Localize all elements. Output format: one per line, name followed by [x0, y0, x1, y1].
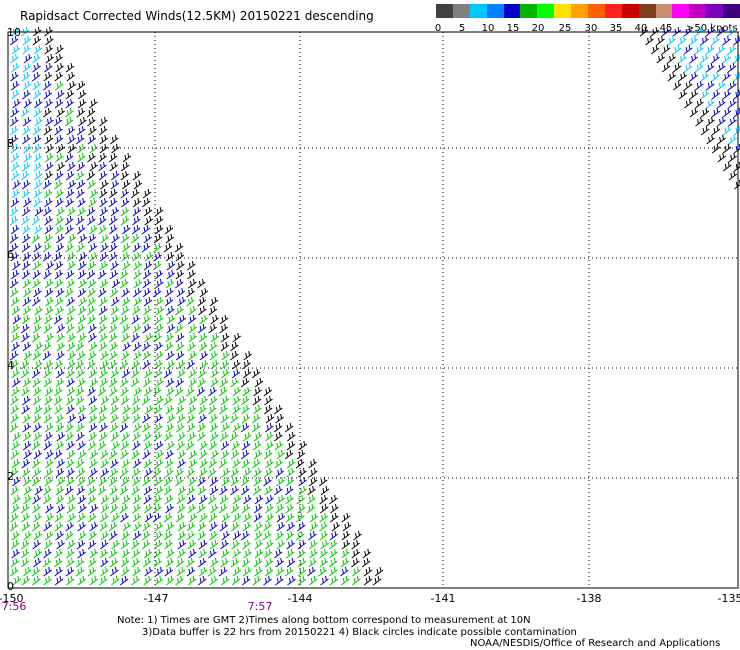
legend-swatch — [689, 4, 707, 18]
legend-swatch — [604, 4, 623, 18]
lon-tick-150: -150 — [0, 592, 24, 605]
legend-swatch — [469, 4, 488, 18]
map-frame — [7, 31, 739, 589]
lat-tick-8: 8 — [7, 137, 14, 150]
time-label-757: 7:57 — [247, 600, 273, 613]
legend-unit-label: >50 knots — [686, 23, 738, 34]
legend-swatch — [436, 4, 454, 18]
legend-swatch — [486, 4, 505, 18]
wind-barbs — [9, 26, 740, 586]
legend-label-5: 5 — [458, 23, 466, 34]
map-title: Rapidsact Corrected Winds(12.5KM) 201502… — [20, 9, 374, 23]
time-label-756: 7:56 — [1, 600, 27, 613]
legend-label-15: 15 — [506, 23, 520, 34]
legend-label-35: 35 — [609, 23, 623, 34]
legend-swatch — [638, 4, 657, 18]
note-line-2: 3)Data buffer is 22 hrs from 20150221 4)… — [142, 627, 577, 638]
legend-label-20: 20 — [531, 23, 545, 34]
lat-tick-0: 0 — [7, 580, 14, 593]
legend-swatch — [554, 4, 572, 18]
lon-tick-147: -147 — [143, 592, 169, 605]
lat-tick-6: 6 — [7, 248, 14, 261]
credit-line: NOAA/NESDIS/Office of Research and Appli… — [470, 638, 721, 649]
legend-swatch — [655, 4, 673, 18]
note-line-1: Note: 1) Times are GMT 2)Times along bot… — [117, 615, 531, 626]
lon-tick-135: -135 — [717, 592, 740, 605]
lat-tick-10: 10 — [7, 26, 21, 39]
legend-label-45: 45 — [659, 23, 673, 34]
legend-swatch — [537, 4, 555, 18]
legend-label-0: 0 — [434, 23, 442, 34]
legend-swatch — [503, 4, 521, 18]
lon-tick-141: -141 — [430, 592, 456, 605]
legend-swatch — [621, 4, 640, 18]
legend-swatch — [588, 4, 606, 18]
lon-tick-144: -144 — [287, 592, 313, 605]
lat-tick-4: 4 — [7, 359, 14, 372]
legend-swatch — [571, 4, 589, 18]
legend-swatch — [672, 4, 690, 18]
legend-swatch — [706, 4, 724, 18]
legend-label-10: 10 — [481, 23, 495, 34]
legend-label-40: 40 — [634, 23, 648, 34]
wind-speed-legend: 0 5 10 15 20 25 30 35 40 45 >50 knots — [434, 4, 740, 34]
legend-swatch — [520, 4, 538, 18]
legend-swatch — [452, 4, 471, 18]
legend-swatch — [723, 4, 740, 18]
legend-label-25: 25 — [558, 23, 572, 34]
legend-label-30: 30 — [584, 23, 598, 34]
lon-tick-138: -138 — [576, 592, 602, 605]
lat-lon-grid — [8, 32, 738, 588]
lat-tick-2: 2 — [7, 470, 14, 483]
